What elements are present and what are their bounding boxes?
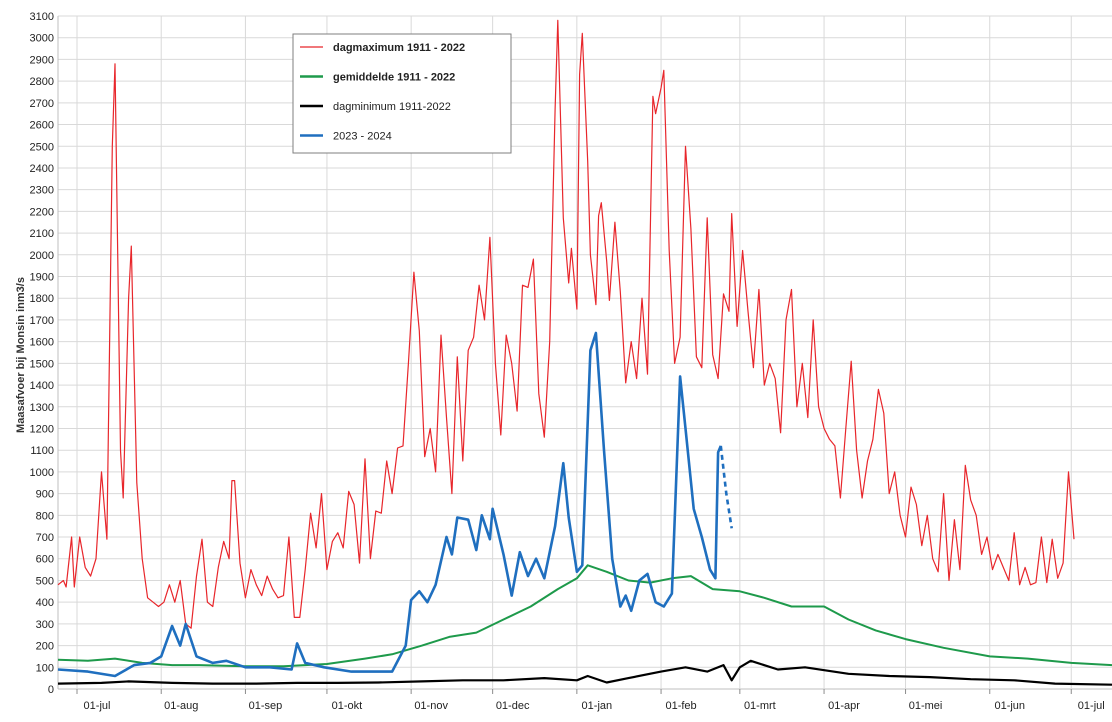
x-tick-01-aug: 01-aug xyxy=(164,700,198,712)
series-line-2 xyxy=(57,659,1112,686)
y-tick-1800: 1800 xyxy=(30,293,54,305)
y-tick-900: 900 xyxy=(36,489,54,501)
legend-box xyxy=(292,33,512,154)
y-tick-600: 600 xyxy=(36,554,54,566)
y-tick-400: 400 xyxy=(36,597,54,609)
y-tick-3000: 3000 xyxy=(30,33,54,45)
y-axis-label: Maasafvoer bij Monsin inm3/s xyxy=(15,277,27,433)
x-tick-01-okt: 01-okt xyxy=(332,700,363,712)
y-tick-labels: 0 100 200 300 400 500 600 700 800 900 1000 1100 1200… xyxy=(30,11,54,696)
y-tick-1400: 1400 xyxy=(30,380,54,392)
y-tick-2600: 2600 xyxy=(30,120,54,132)
y-tick-1200: 1200 xyxy=(30,423,54,435)
y-tick-1000: 1000 xyxy=(30,467,54,479)
x-tick-01-mrt: 01-mrt xyxy=(744,700,776,712)
x-tick-01-jan: 01-jan xyxy=(582,700,613,712)
x-tick-01-apr: 01-apr xyxy=(828,700,860,712)
y-tick-2400: 2400 xyxy=(30,163,54,175)
series-line-0 xyxy=(57,19,1075,629)
legend-label-0: dagmaximum 1911 - 2022 xyxy=(333,42,465,54)
x-tick-labels: 01-jul 01-aug 01-sep 01-okt 01-nov 01-dec 01-j… xyxy=(84,700,1105,712)
series-line-3 xyxy=(57,331,723,678)
y-tick-2500: 2500 xyxy=(30,141,54,153)
y-tick-1900: 1900 xyxy=(30,272,54,284)
y-tick-2100: 2100 xyxy=(30,228,54,240)
y-tick-800: 800 xyxy=(36,510,54,522)
y-tick-2200: 2200 xyxy=(30,206,54,218)
y-tick-700: 700 xyxy=(36,532,54,544)
y-tick-2800: 2800 xyxy=(30,76,54,88)
y-tick-300: 300 xyxy=(36,619,54,631)
forecast-line xyxy=(719,445,733,529)
y-tick-500: 500 xyxy=(36,575,54,587)
y-tick-100: 100 xyxy=(36,662,54,674)
x-tick-01-feb: 01-feb xyxy=(665,700,696,712)
y-tick-2300: 2300 xyxy=(30,185,54,197)
x-tick-01-jun: 01-jun xyxy=(994,700,1025,712)
y-tick-3100: 3100 xyxy=(30,11,54,23)
x-tick-01-mei: 01-mei xyxy=(909,700,943,712)
y-tick-2000: 2000 xyxy=(30,250,54,262)
legend-label-3: 2023 - 2024 xyxy=(333,131,392,143)
legend-label-2: dagminimum 1911-2022 xyxy=(333,101,451,113)
y-tick-1100: 1100 xyxy=(30,445,54,457)
legend-label-1: gemiddelde 1911 - 2022 xyxy=(333,72,455,84)
x-tick-01-jul: 01-jul xyxy=(84,700,111,712)
x-tick-01-sep: 01-sep xyxy=(249,700,283,712)
y-tick-1600: 1600 xyxy=(30,337,54,349)
y-tick-200: 200 xyxy=(36,641,54,653)
y-tick-2700: 2700 xyxy=(30,98,54,110)
y-tick-2900: 2900 xyxy=(30,54,54,66)
y-tick-0: 0 xyxy=(48,684,54,696)
x-tick-01-dec: 01-dec xyxy=(496,700,530,712)
series-lines xyxy=(57,19,1112,686)
y-tick-1700: 1700 xyxy=(30,315,54,327)
gridlines xyxy=(57,15,1112,690)
x-gridlines xyxy=(76,16,1072,694)
x-tick-01-nov: 01-nov xyxy=(414,700,448,712)
y-tick-1500: 1500 xyxy=(30,358,54,370)
y-tick-1300: 1300 xyxy=(30,402,54,414)
x-tick-01-jul: 01-jul xyxy=(1078,700,1105,712)
legend: dagmaximum 1911 - 2022 gemiddelde 1911 - … xyxy=(292,33,512,154)
